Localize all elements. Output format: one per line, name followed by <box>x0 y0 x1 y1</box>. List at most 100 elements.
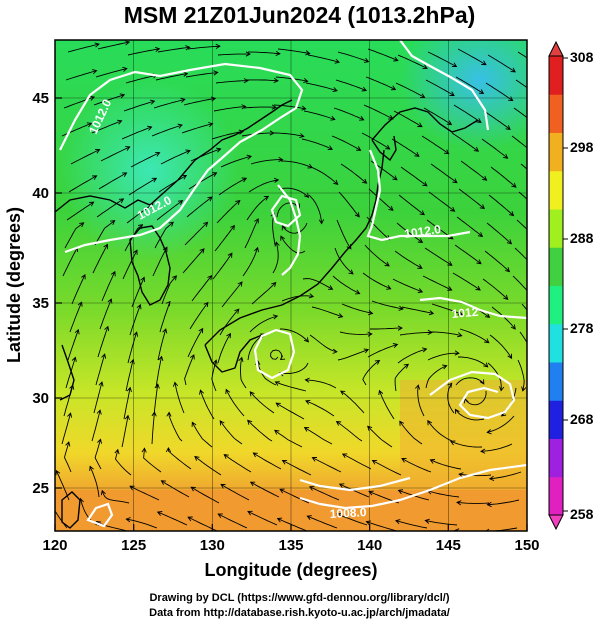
streamline <box>212 252 233 280</box>
streamline <box>94 220 116 246</box>
contour-labels: 1012.0 1012.0 1012.0 1012 1008.0 <box>86 97 479 521</box>
streamline <box>423 107 453 126</box>
colorbar-tick-label: 288 <box>570 230 594 246</box>
streamline <box>516 219 527 230</box>
streamline <box>305 399 335 417</box>
streamline <box>370 325 403 331</box>
streamline <box>217 51 251 57</box>
streamline <box>367 343 399 358</box>
streamline <box>454 244 482 265</box>
streamline <box>279 328 310 343</box>
streamline <box>368 188 394 211</box>
streamline <box>489 334 513 360</box>
streamline <box>486 499 520 508</box>
streamline <box>395 82 426 98</box>
streamline <box>219 420 243 445</box>
streamline <box>242 246 260 277</box>
streamline <box>278 187 310 198</box>
streamline <box>457 48 487 66</box>
streamline <box>339 331 373 337</box>
streamline <box>248 177 280 193</box>
streamline <box>424 247 453 266</box>
streamline <box>99 298 113 330</box>
streamline <box>488 471 522 482</box>
streamline <box>363 104 394 120</box>
streamline <box>365 76 397 91</box>
streamline <box>456 216 484 238</box>
streamline <box>64 222 85 249</box>
streamline <box>428 191 456 212</box>
streamline <box>63 384 75 417</box>
streamline <box>341 303 374 316</box>
streamline <box>364 244 390 267</box>
streamline <box>487 54 516 73</box>
contour-label: 1008.0 <box>329 505 367 521</box>
streamline <box>397 54 428 70</box>
streamline <box>223 454 252 473</box>
streamline <box>154 221 174 249</box>
streamline <box>427 51 458 68</box>
streamline <box>152 246 168 277</box>
streamline <box>424 518 458 526</box>
streamline <box>220 483 250 501</box>
streamline <box>427 350 460 361</box>
streamline <box>340 163 368 184</box>
streamline <box>401 306 435 316</box>
colorbar <box>548 40 568 531</box>
streamline <box>130 151 161 168</box>
streamline <box>281 222 308 234</box>
streamline <box>89 465 100 498</box>
streamline <box>485 82 514 102</box>
streamline <box>301 138 334 151</box>
streamline <box>141 447 162 473</box>
streamline <box>128 177 158 196</box>
streamline <box>521 303 527 311</box>
streamline <box>334 247 354 275</box>
streamline <box>365 520 398 531</box>
streamline <box>459 328 490 344</box>
streamline <box>398 194 425 216</box>
x-tick-label: 135 <box>278 537 303 554</box>
streamline <box>165 446 192 470</box>
streamline <box>71 273 86 305</box>
streamline <box>361 132 391 150</box>
streamline <box>172 381 185 414</box>
streamline <box>367 48 399 62</box>
streamline <box>447 382 455 414</box>
streamline <box>61 412 73 445</box>
streamline <box>181 122 214 134</box>
streamline <box>250 156 284 165</box>
streamline <box>331 135 362 151</box>
streamline <box>511 135 527 149</box>
streamline <box>151 411 157 445</box>
streamline <box>275 402 305 420</box>
streamline <box>272 241 280 274</box>
streamline <box>481 138 509 159</box>
streamline <box>371 300 404 311</box>
streamline <box>93 381 104 414</box>
streamline <box>279 488 310 504</box>
streamline <box>276 517 308 531</box>
streamline <box>218 177 248 196</box>
streamline <box>395 519 428 529</box>
streamline <box>249 314 279 333</box>
colorbar-segment <box>549 94 563 133</box>
streamline <box>69 301 83 333</box>
streamline <box>185 70 219 78</box>
streamline <box>335 79 368 92</box>
streamline <box>93 93 126 106</box>
colorbar-tick-label: 278 <box>570 320 594 336</box>
streamline <box>463 390 487 406</box>
streamline <box>393 110 423 128</box>
streamline <box>391 138 420 157</box>
colorbar-segment <box>549 438 563 478</box>
streamline <box>422 275 453 291</box>
pressure-contours <box>59 40 527 528</box>
streamline <box>272 132 305 139</box>
streamline <box>189 301 209 330</box>
streamline <box>453 104 482 123</box>
streamline <box>311 306 344 319</box>
streamline <box>65 69 98 81</box>
streamline <box>367 425 393 448</box>
x-tick-label: 140 <box>357 537 382 554</box>
